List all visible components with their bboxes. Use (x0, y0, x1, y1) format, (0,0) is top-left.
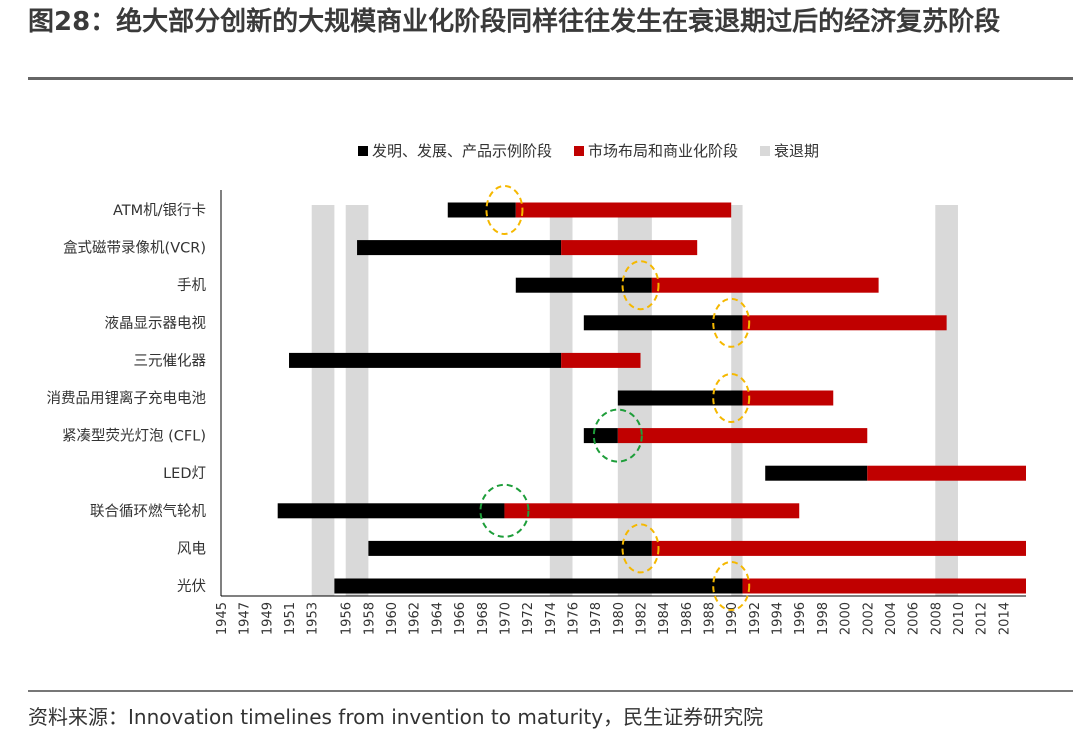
x-tick-label: 1962 (408, 602, 423, 635)
highlight-circle-green (592, 408, 643, 463)
legend-recession: 衰退期 (760, 140, 819, 161)
invention-bar (765, 465, 868, 481)
legend-invention-swatch (358, 145, 368, 156)
chart-legend: 发明、发展、产品示例阶段 市场布局和商业化阶段 衰退期 (358, 140, 819, 161)
recession-band (345, 205, 369, 596)
x-tick-label: 1945 (215, 602, 230, 635)
commercial-bar (867, 465, 1026, 481)
x-tick-label: 1949 (260, 602, 275, 635)
x-tick-label: 1966 (453, 602, 468, 635)
x-tick-label: 1994 (771, 602, 786, 635)
highlight-circle-orange (621, 260, 660, 311)
invention-bar (583, 315, 743, 331)
x-tick-label: 1986 (680, 602, 695, 635)
row-label: 液晶显示器电视 (105, 315, 207, 332)
invention-bar (289, 352, 562, 368)
x-tick-label: 1978 (589, 602, 604, 635)
x-tick-label: 1974 (544, 602, 559, 635)
commercial-bar (742, 315, 947, 331)
x-tick-label: 2012 (975, 602, 990, 635)
invention-bar (515, 277, 652, 293)
highlight-circle-orange (485, 185, 524, 235)
row-label: 三元催化器 (134, 352, 207, 369)
x-tick-label: 1996 (793, 602, 808, 635)
source-note: 资料来源：Innovation timelines from invention… (28, 705, 764, 729)
x-tick-label: 1960 (385, 602, 400, 635)
x-tick-label: 1972 (521, 602, 536, 635)
x-tick-label: 2000 (839, 602, 854, 635)
x-tick-label: 1970 (498, 602, 513, 635)
x-tick-label: 2002 (861, 602, 876, 635)
x-tick-label: 1980 (612, 602, 627, 635)
commercial-bar (742, 578, 1026, 594)
legend-commercial-swatch (574, 145, 585, 156)
legend-recession-label: 衰退期 (774, 142, 820, 160)
x-tick-label: 1947 (238, 602, 253, 635)
x-tick-label: 1984 (657, 602, 672, 635)
x-tick-label: 1958 (362, 602, 377, 635)
highlight-circle-green (479, 483, 530, 538)
invention-bar (583, 428, 618, 444)
row-label: 光伏 (177, 578, 206, 595)
highlight-circle-orange (712, 373, 751, 423)
legend-recession-swatch (760, 145, 771, 156)
invention-bar (357, 240, 562, 256)
legend-invention: 发明、发展、产品示例阶段 (358, 140, 552, 161)
recession-band (935, 205, 958, 596)
x-tick-label: 1968 (476, 602, 491, 635)
x-tick-label: 2010 (952, 602, 967, 635)
x-tick-label: 1990 (725, 602, 740, 635)
commercial-bar (561, 352, 641, 368)
x-tick-label: 1992 (748, 602, 763, 635)
legend-commercial-label: 市场布局和商业化阶段 (588, 142, 739, 160)
row-label: 联合循环燃气轮机 (90, 502, 206, 520)
commercial-bar (561, 240, 698, 256)
x-tick-label: 1964 (430, 602, 445, 635)
commercial-bar (651, 540, 1026, 556)
invention-bar (334, 578, 743, 594)
x-tick-label: 2014 (997, 602, 1012, 635)
x-tick-label: 1956 (340, 602, 355, 635)
row-label: LED灯 (163, 465, 206, 482)
x-tick-label: 1988 (703, 602, 718, 635)
commercial-bar (617, 428, 868, 444)
highlight-circle-orange (712, 297, 751, 348)
x-tick-label: 2004 (884, 602, 899, 635)
legend-commercial: 市场布局和商业化阶段 (574, 140, 738, 161)
commercial-bar (515, 202, 732, 218)
title-divider (28, 77, 1073, 80)
row-label: 紧凑型荧光灯泡 (CFL) (62, 428, 206, 445)
invention-bar (617, 390, 743, 406)
x-tick-label: 1976 (566, 602, 581, 635)
legend-invention-label: 发明、发展、产品示例阶段 (372, 142, 553, 160)
x-tick-label: 2006 (907, 602, 922, 635)
commercial-bar (651, 277, 879, 293)
row-label: 消费品用锂离子充电电池 (47, 390, 207, 407)
recession-band (549, 205, 573, 596)
x-tick-label: 1982 (635, 602, 650, 635)
page-title: 图28：绝大部分创新的大规模商业化阶段同样往往发生在衰退期过后的经济复苏阶段 (28, 7, 1001, 37)
row-label: 风电 (177, 540, 206, 557)
source-divider (28, 690, 1073, 692)
row-label: ATM机/银行卡 (113, 202, 206, 219)
row-label: 盒式磁带录像机(VCR) (63, 240, 206, 257)
highlight-circle-orange (621, 523, 660, 574)
x-tick-label: 1953 (306, 602, 321, 635)
row-label: 手机 (177, 277, 206, 294)
commercial-bar (504, 503, 800, 519)
invention-bar (277, 503, 505, 519)
invention-bar (368, 540, 652, 556)
recession-band (311, 205, 335, 596)
invention-bar (447, 202, 516, 218)
commercial-bar (742, 390, 834, 406)
x-tick-label: 1998 (816, 602, 831, 635)
highlight-circle-orange (712, 561, 751, 611)
x-tick-label: 1951 (283, 602, 298, 635)
x-tick-label: 2008 (929, 602, 944, 635)
